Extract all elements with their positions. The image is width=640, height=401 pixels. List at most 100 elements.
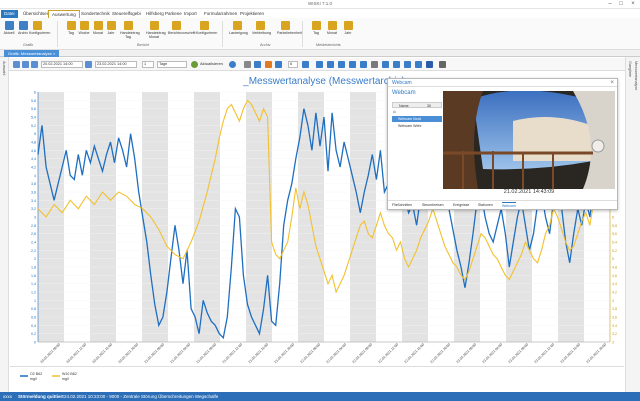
ribbon-button-7[interactable]: Handeintrag Tag [120, 20, 140, 44]
ribbon-tab-7[interactable]: Formularrahmen [204, 11, 238, 16]
messwertanalyse-side-tab[interactable]: Messwertanalyse [634, 61, 638, 91]
first-page-icon[interactable] [13, 61, 20, 68]
y-left-tick: 5,4 [31, 116, 36, 120]
x-tick-label: 20.02.2021 20:00 [118, 342, 140, 364]
ganglinie-side-tab[interactable]: Ganglinie [628, 61, 632, 78]
y-left-tick: 4,2 [31, 166, 36, 170]
ribbon-button-14[interactable]: Tag [308, 20, 324, 44]
export-icon[interactable] [404, 61, 411, 68]
webcam-tab-3[interactable]: Stationen [478, 203, 493, 207]
x-tick-label: 20.02.2021 08:00 [40, 342, 62, 364]
webcam-tab-2[interactable]: Ereignisse [453, 203, 470, 207]
ribbon-button-label: Jahr [107, 31, 115, 35]
ribbon-button-5[interactable]: Monat [90, 20, 106, 44]
webcam-filter-row[interactable]: ⊙ [392, 109, 442, 115]
webcam-close-icon[interactable]: × [610, 80, 614, 86]
ribbon-button-15[interactable]: Monat [324, 20, 340, 44]
table-icon[interactable] [327, 61, 334, 68]
bar-chart-icon[interactable] [338, 61, 345, 68]
settings-icon[interactable] [302, 61, 309, 68]
filter-icon[interactable] [393, 61, 400, 68]
webcam-tab-4[interactable]: Webcam [502, 202, 516, 208]
ribbon-button-1[interactable]: Archiv [15, 20, 31, 44]
play-icon[interactable] [254, 61, 261, 68]
ribbon-button-13[interactable]: Parkeliebenheit [277, 20, 302, 44]
layers-icon[interactable] [382, 61, 389, 68]
right-side-strip: Ganglinie Messwertanalyse [625, 57, 640, 392]
y-right-tick: 3,4 [612, 324, 617, 328]
document-tab-messwertanalyse[interactable]: Grafik: Messwertanalyse × [4, 50, 60, 57]
next-icon[interactable] [85, 61, 92, 68]
x-tick-label: 22.02.2021 12:00 [378, 342, 400, 364]
webcam-tab-0[interactable]: Fließchnitten [392, 203, 413, 207]
print-icon[interactable] [439, 61, 446, 68]
ribbon-separator [222, 21, 223, 47]
ribbon-button-8[interactable]: Handeintrag Monat [146, 20, 166, 44]
ribbon-button-16[interactable]: Jahr [340, 20, 356, 44]
y-left-tick: 0,2 [31, 332, 36, 336]
ribbon-tab-3[interactable]: Sondertechnik [81, 11, 110, 16]
ribbon-button-9[interactable]: Berichtsvorschrift [168, 20, 196, 44]
refresh-label[interactable]: Aktualisieren [200, 61, 223, 66]
globe-icon[interactable] [229, 61, 236, 68]
y-left-tick: 3,4 [31, 199, 36, 203]
ribbon-button-4[interactable]: Woche [76, 20, 92, 44]
ribbon-tab-0[interactable]: Datei [1, 10, 18, 18]
ribbon-tab-2[interactable]: Auswertung [48, 10, 80, 18]
x-tick-label: 23.02.2021 04:00 [482, 342, 504, 364]
ribbon-button-icon [199, 21, 209, 30]
prev-icon[interactable] [31, 61, 38, 68]
grid-icon[interactable] [349, 61, 356, 68]
webcam-item-nord[interactable]: Webcam Nord [392, 116, 442, 122]
ribbon-button-icon [327, 21, 337, 30]
date-to-input[interactable]: 23.02.2021 14:00 [95, 61, 137, 68]
maximize-icon[interactable]: □ [619, 1, 623, 7]
minimize-icon[interactable]: – [608, 1, 612, 7]
left-side-strip: Auswahl [0, 57, 9, 392]
close-icon[interactable]: × [631, 1, 635, 7]
y-right-tick: 5,6 [612, 232, 617, 236]
lock-icon[interactable] [371, 61, 378, 68]
y-left-tick: 1,6 [31, 274, 36, 278]
ribbon-tab-5[interactable]: Hilfsberg Parkene [146, 11, 182, 16]
date-from-input[interactable]: 20.02.2021 14:00 [41, 61, 83, 68]
legend-w10-unit: mg/l [62, 377, 69, 381]
ribbon-tab-4[interactable]: Steuerelfsgebi [112, 11, 141, 16]
pdf-icon[interactable] [415, 61, 422, 68]
zoom-in-icon[interactable] [275, 61, 282, 68]
ribbon-tab-6[interactable]: Import [184, 11, 197, 16]
unit-select[interactable]: Tage [157, 61, 187, 68]
ribbon-button-12[interactable]: Verbleibung [252, 20, 271, 44]
ribbon-button-3[interactable]: Tag [63, 20, 79, 44]
ribbon-button-11[interactable]: Lastreigung [229, 20, 248, 44]
y-left-tick: 2 [34, 257, 36, 261]
webcam-tab-1[interactable]: Steuerkreisen [422, 203, 444, 207]
count-input[interactable]: 1 [142, 61, 154, 68]
auswahl-side-tab[interactable]: Auswahl [2, 61, 6, 76]
ribbon-tab-8[interactable]: Projektieren [240, 11, 265, 16]
chart-icon[interactable] [316, 61, 323, 68]
status-message: Störmeldung quittiert [18, 394, 64, 399]
prev-page-icon[interactable] [22, 61, 29, 68]
word-icon[interactable] [426, 61, 433, 68]
ribbon-button-6[interactable]: Jahr [103, 20, 119, 44]
ribbon-button-10[interactable]: Konfigurieren [196, 20, 217, 44]
ribbon-button-icon [93, 21, 103, 30]
refresh-icon[interactable] [191, 61, 198, 68]
pan-icon[interactable] [244, 61, 251, 68]
y-right-tick: 3 [612, 341, 614, 345]
list-icon[interactable] [360, 61, 367, 68]
ribbon-button-2[interactable]: Konfigurieren [29, 20, 50, 44]
title-bar: WISKI 7.1.0 – □ × [0, 0, 640, 9]
webcam-item-wehr[interactable]: Webcam Wehr [398, 124, 422, 128]
ribbon-tab-1[interactable]: Übersichtseite [23, 11, 52, 16]
webcam-panel-header: Webcam × [388, 79, 617, 87]
ribbon-button-0[interactable]: Aktuell [1, 20, 17, 44]
ribbon-button-label: Woche [78, 31, 90, 35]
zoom-input[interactable]: 6 [288, 61, 298, 68]
y-right-tick: 4 [612, 299, 614, 303]
record-icon[interactable] [265, 61, 272, 68]
y-right-tick: 5,2 [612, 249, 617, 253]
ribbon-button-icon [149, 21, 159, 30]
ribbon-button-label: Verbleibung [252, 31, 271, 35]
